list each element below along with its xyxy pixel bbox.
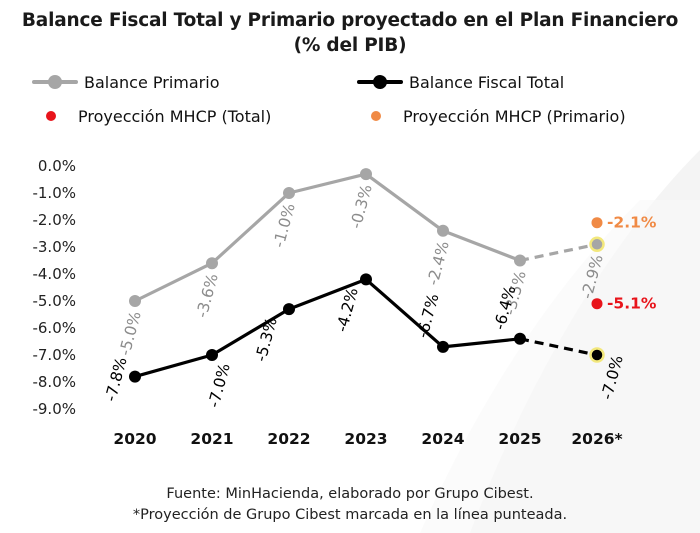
x-tick-label: 2020 bbox=[113, 430, 156, 448]
x-tick-label: 2021 bbox=[190, 430, 233, 448]
footer-source: Fuente: MinHacienda, elaborado por Grupo… bbox=[166, 486, 534, 502]
chart-subtitle: (% del PIB) bbox=[293, 35, 407, 56]
x-tick-label: 2022 bbox=[267, 430, 310, 448]
data-label-balance-primario: -0.3% bbox=[347, 182, 376, 230]
legend-label-balance-fiscal-total: Balance Fiscal Total bbox=[409, 72, 565, 92]
data-label-balance-primario: -5.0% bbox=[116, 309, 145, 357]
point-label-proyecci-n-mhcp-primario: -2.1% bbox=[607, 214, 657, 232]
legend-key-balance-fiscal-total bbox=[357, 75, 403, 89]
y-tick-label: -3.0% bbox=[32, 238, 76, 256]
data-point-balance-fiscal-total bbox=[437, 340, 449, 353]
y-axis: 0.0% -1.0% -2.0% -3.0% -4.0% -5.0% -6.0% -7.0% -… bbox=[32, 157, 76, 418]
legend-key-proyeccion-primario bbox=[371, 111, 381, 121]
data-point-balance-primario bbox=[360, 168, 372, 181]
data-label-balance-fiscal-total: -6.7% bbox=[413, 292, 442, 340]
legend-label-proyeccion-total: Proyección MHCP (Total) bbox=[78, 106, 272, 126]
x-tick-label: 2025 bbox=[498, 430, 541, 448]
data-point-balance-primario bbox=[283, 187, 295, 199]
data-label-balance-fiscal-total: -7.0% bbox=[205, 361, 234, 409]
y-tick-label: -7.0% bbox=[32, 346, 76, 364]
chart-footer: Fuente: MinHacienda, elaborado por Grupo… bbox=[0, 484, 700, 526]
legend-label-proyeccion-primario: Proyección MHCP (Primario) bbox=[403, 106, 626, 126]
x-tick-label: 2023 bbox=[344, 430, 387, 448]
x-axis: 2020 2021 2022 2023 2024 2025 2026* bbox=[113, 430, 622, 448]
data-label-balance-fiscal-total: -5.3% bbox=[252, 315, 281, 363]
legend-item-proyeccion-total: Proyección MHCP (Total) bbox=[32, 104, 271, 128]
legend-item-balance-primario: Balance Primario bbox=[32, 70, 220, 94]
legend-key-proyeccion-total bbox=[46, 111, 56, 121]
series-line-balance-primario bbox=[134, 172, 521, 303]
y-tick-label: -6.0% bbox=[32, 319, 76, 337]
x-tick-label: 2026* bbox=[571, 430, 622, 448]
data-point-balance-fiscal-total bbox=[360, 273, 372, 286]
footer-note: *Proyección de Grupo Cibest marcada en l… bbox=[132, 507, 568, 523]
legend-label-balance-primario: Balance Primario bbox=[84, 72, 220, 92]
series-line-projected-balance-fiscal-total bbox=[519, 337, 598, 357]
chart-legend: Balance Primario Balance Fiscal Total Pr… bbox=[0, 68, 700, 128]
y-tick-label: -1.0% bbox=[32, 184, 76, 202]
data-label-balance-primario: -3.6% bbox=[193, 272, 222, 320]
series-layer bbox=[129, 168, 605, 383]
data-labels: -5.0%-3.6%-1.0% -0.3%-2.4%-3.5% -2.9%-7.8%… bbox=[102, 182, 657, 409]
y-tick-label: -5.0% bbox=[32, 292, 76, 310]
y-tick-label: -4.0% bbox=[32, 265, 76, 283]
y-tick-label: -9.0% bbox=[32, 400, 76, 418]
y-tick-label: 0.0% bbox=[38, 157, 76, 175]
series-line-projected-balance-primario bbox=[519, 242, 598, 263]
data-label-balance-fiscal-total: -7.8% bbox=[102, 355, 131, 403]
data-point-balance-fiscal-total bbox=[206, 349, 218, 361]
data-point-balance-primario bbox=[206, 257, 218, 270]
point-proyecci-n-mhcp-primario bbox=[591, 217, 603, 229]
data-point-balance-fiscal-total bbox=[283, 303, 295, 316]
data-label-balance-primario: -2.9% bbox=[578, 253, 607, 301]
data-point-balance-primario bbox=[129, 295, 141, 307]
legend-item-balance-fiscal-total: Balance Fiscal Total bbox=[357, 70, 564, 94]
data-label-balance-fiscal-total: -4.2% bbox=[333, 286, 362, 334]
point-label-proyecci-n-mhcp-total: -5.1% bbox=[607, 295, 657, 313]
data-point-balance-fiscal-total bbox=[514, 332, 526, 345]
chart-title-main: Balance Fiscal Total y Primario proyecta… bbox=[21, 10, 679, 31]
chart-title: Balance Fiscal Total y Primario proyecta… bbox=[0, 8, 700, 58]
x-tick-label: 2024 bbox=[421, 430, 464, 448]
legend-item-proyeccion-primario: Proyección MHCP (Primario) bbox=[357, 104, 626, 128]
data-point-balance-fiscal-total bbox=[589, 347, 605, 363]
data-point-balance-primario bbox=[514, 254, 526, 267]
data-point-balance-primario bbox=[437, 224, 449, 237]
point-proyecci-n-mhcp-total bbox=[591, 298, 603, 310]
data-point-balance-fiscal-total bbox=[129, 370, 141, 383]
y-tick-label: -2.0% bbox=[32, 211, 76, 229]
legend-key-balance-primario bbox=[32, 75, 78, 89]
y-tick-label: -8.0% bbox=[32, 373, 76, 391]
series-line-balance-fiscal-total bbox=[134, 277, 521, 379]
data-point-balance-primario bbox=[589, 236, 605, 253]
data-label-balance-primario: -2.4% bbox=[424, 239, 453, 287]
